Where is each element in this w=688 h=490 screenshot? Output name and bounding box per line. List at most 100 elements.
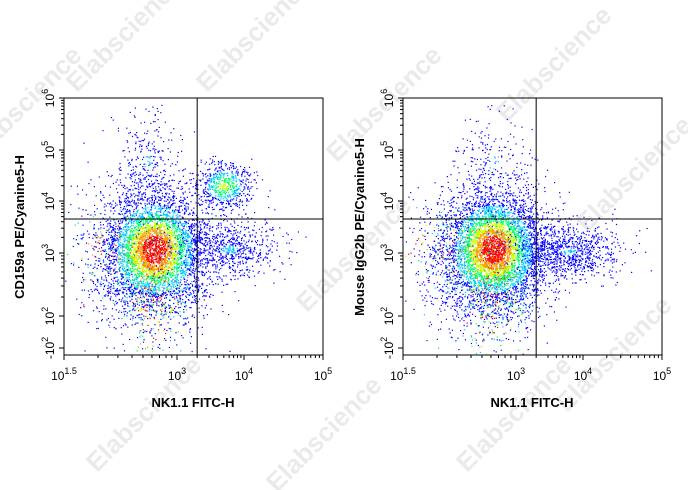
data-point bbox=[171, 264, 173, 266]
data-point bbox=[113, 293, 116, 295]
data-point bbox=[99, 258, 101, 260]
data-point bbox=[150, 237, 152, 239]
data-point bbox=[150, 298, 152, 300]
data-point bbox=[130, 221, 133, 223]
data-point bbox=[126, 229, 128, 231]
data-point bbox=[172, 210, 174, 212]
data-point bbox=[120, 327, 122, 329]
data-point bbox=[154, 249, 156, 251]
data-point bbox=[159, 272, 161, 275]
data-point bbox=[159, 219, 161, 221]
data-point bbox=[158, 250, 160, 252]
data-point bbox=[177, 257, 179, 259]
data-point bbox=[127, 252, 129, 254]
data-point bbox=[163, 211, 165, 213]
data-point bbox=[142, 286, 144, 288]
data-point bbox=[155, 282, 157, 284]
data-point bbox=[151, 271, 153, 273]
data-point bbox=[207, 213, 210, 215]
data-point bbox=[146, 203, 148, 205]
data-point bbox=[107, 284, 109, 287]
data-point bbox=[160, 278, 162, 280]
data-point bbox=[98, 240, 100, 242]
data-point bbox=[133, 242, 135, 244]
data-point bbox=[107, 288, 109, 290]
data-point bbox=[125, 286, 127, 288]
data-point bbox=[238, 300, 240, 302]
data-point bbox=[155, 266, 157, 268]
data-point bbox=[118, 213, 121, 215]
data-point bbox=[151, 238, 153, 241]
data-point bbox=[157, 329, 160, 331]
data-point bbox=[134, 278, 136, 280]
data-point bbox=[155, 292, 157, 294]
data-point bbox=[133, 305, 135, 307]
data-point bbox=[119, 169, 121, 171]
data-point bbox=[140, 262, 142, 264]
data-point bbox=[122, 220, 124, 222]
data-point bbox=[123, 282, 125, 284]
data-point bbox=[197, 260, 199, 262]
data-point bbox=[171, 231, 173, 234]
data-point bbox=[140, 236, 143, 238]
data-point bbox=[140, 261, 142, 263]
data-point bbox=[163, 226, 165, 228]
data-point bbox=[172, 220, 174, 222]
data-point bbox=[131, 283, 133, 285]
data-point bbox=[203, 223, 205, 225]
data-point bbox=[121, 236, 123, 238]
data-point bbox=[138, 252, 140, 254]
data-point bbox=[174, 230, 176, 232]
data-point bbox=[143, 229, 145, 232]
data-point bbox=[165, 208, 168, 210]
data-point bbox=[203, 222, 205, 224]
data-point bbox=[187, 243, 189, 245]
data-point bbox=[164, 197, 166, 199]
data-point bbox=[188, 321, 190, 323]
data-point bbox=[162, 271, 164, 274]
data-point bbox=[138, 246, 140, 248]
data-point bbox=[162, 240, 164, 242]
data-point bbox=[114, 205, 116, 207]
data-point bbox=[195, 236, 197, 238]
data-point bbox=[190, 293, 192, 295]
data-point bbox=[182, 299, 184, 301]
data-point bbox=[158, 231, 160, 233]
data-point bbox=[148, 264, 150, 266]
data-point bbox=[204, 295, 206, 297]
data-point bbox=[172, 261, 174, 264]
data-point bbox=[124, 288, 126, 290]
data-point bbox=[149, 293, 151, 295]
data-point bbox=[130, 293, 132, 295]
data-point bbox=[129, 300, 131, 302]
data-point bbox=[158, 245, 160, 248]
data-point bbox=[134, 256, 136, 258]
data-point bbox=[180, 199, 182, 201]
data-point bbox=[134, 238, 136, 240]
data-point bbox=[141, 256, 143, 258]
data-point bbox=[123, 239, 125, 241]
data-point bbox=[153, 293, 155, 295]
data-point bbox=[191, 227, 193, 229]
data-point bbox=[173, 232, 175, 234]
data-point bbox=[126, 205, 128, 207]
data-point bbox=[206, 314, 208, 316]
data-point bbox=[144, 286, 146, 289]
data-point bbox=[140, 225, 142, 228]
data-point bbox=[122, 291, 124, 293]
data-point bbox=[83, 279, 85, 281]
data-point bbox=[159, 209, 161, 211]
data-point bbox=[157, 286, 159, 288]
data-point bbox=[120, 301, 122, 303]
data-point bbox=[118, 317, 120, 319]
data-point bbox=[139, 283, 141, 285]
data-point bbox=[175, 206, 177, 208]
data-point bbox=[108, 267, 110, 269]
data-point bbox=[126, 224, 128, 226]
data-point bbox=[116, 219, 118, 221]
data-point bbox=[114, 277, 116, 279]
data-point bbox=[128, 274, 130, 276]
data-point bbox=[206, 258, 208, 260]
data-point bbox=[150, 242, 152, 244]
data-point bbox=[123, 241, 125, 243]
